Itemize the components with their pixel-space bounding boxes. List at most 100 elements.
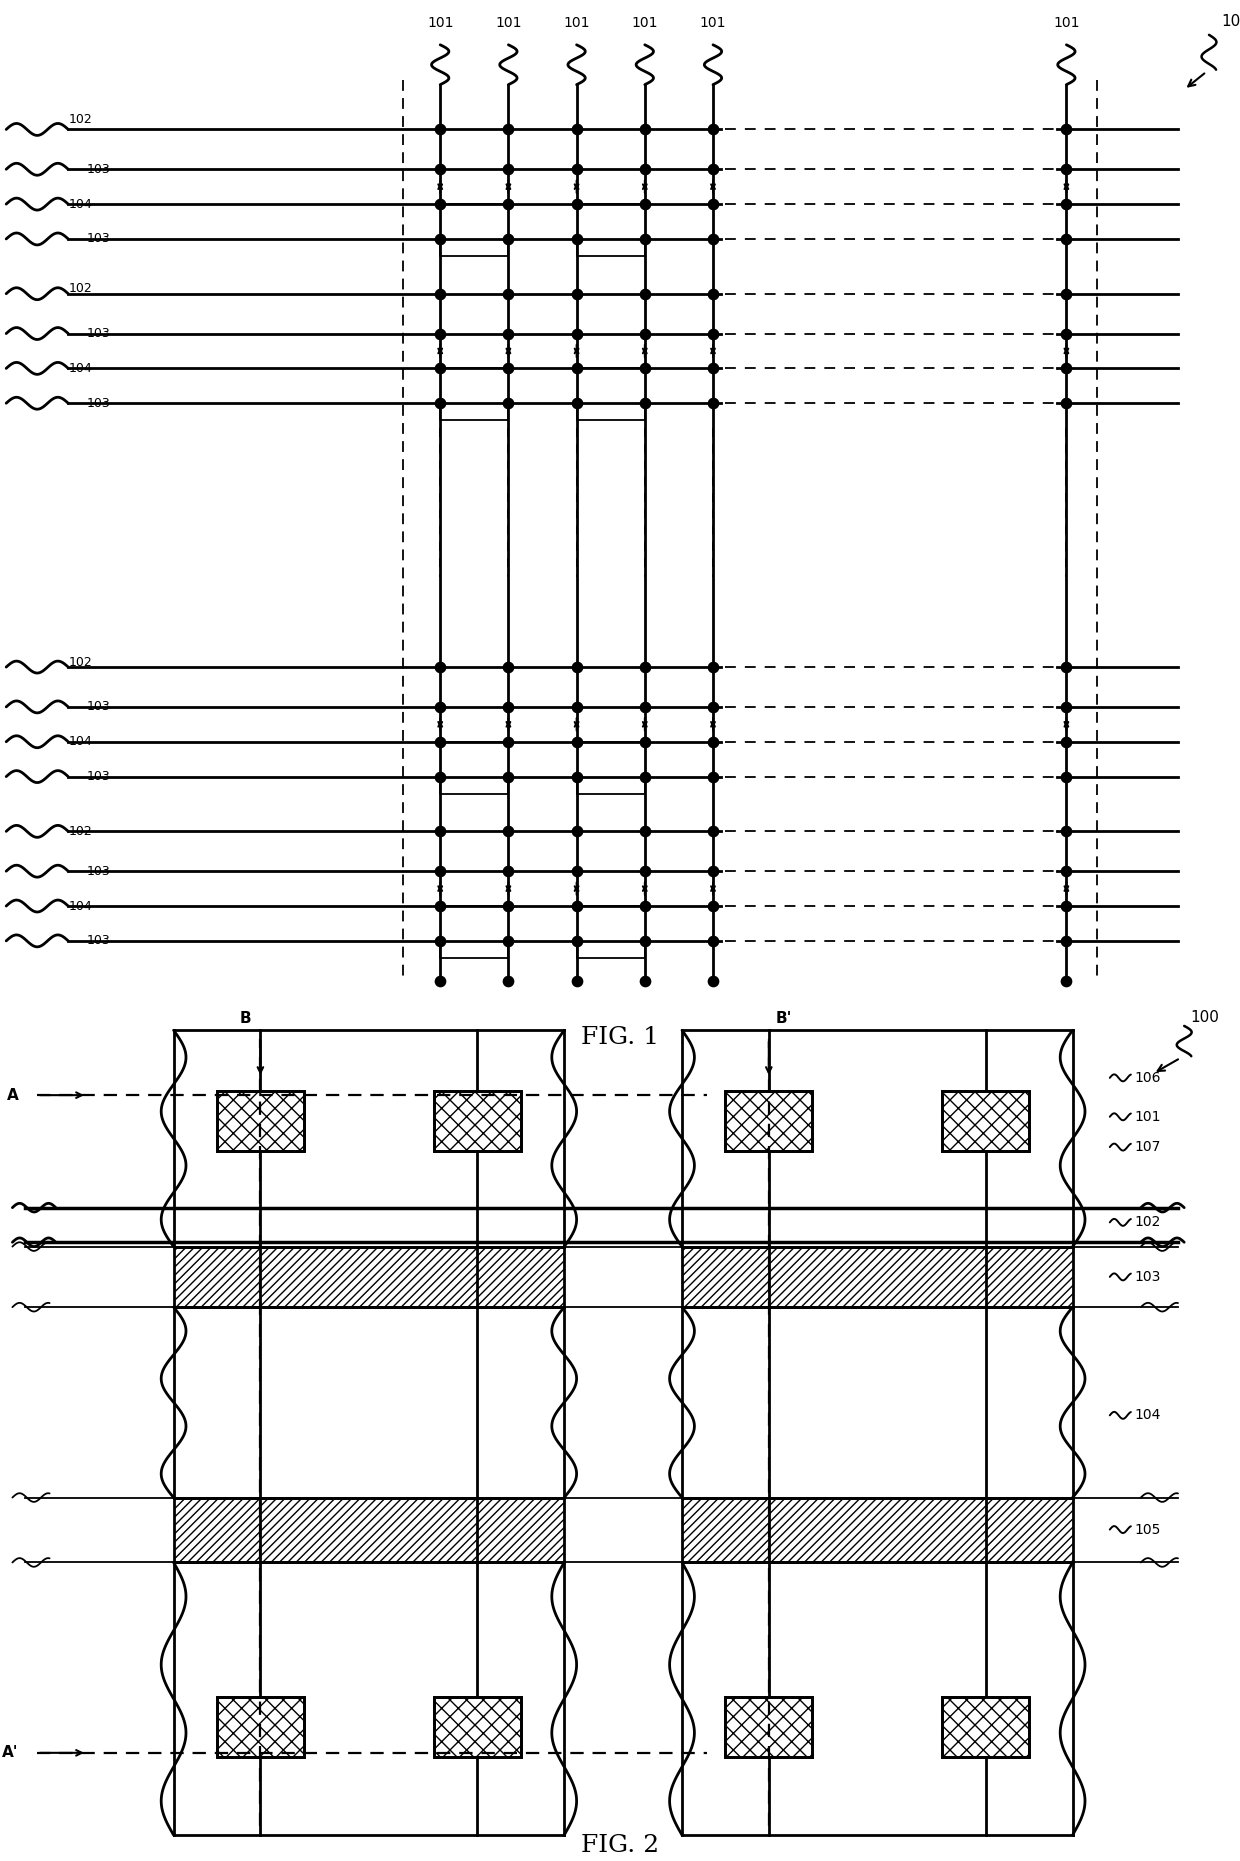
Bar <box>725 1091 812 1152</box>
Point <box>567 318 587 348</box>
Bar <box>682 1498 1073 1563</box>
Text: 106: 106 <box>1135 1070 1161 1085</box>
Point <box>1056 190 1076 220</box>
Point <box>567 728 587 757</box>
Text: 101: 101 <box>427 17 454 30</box>
Point <box>635 891 655 921</box>
Point <box>498 817 518 847</box>
Point <box>703 761 723 791</box>
Point <box>498 927 518 957</box>
Bar <box>942 1091 1029 1152</box>
Point <box>498 190 518 220</box>
Text: 103: 103 <box>87 233 110 246</box>
Bar <box>725 1091 812 1152</box>
Text: 101: 101 <box>631 17 658 30</box>
Point <box>703 856 723 886</box>
Point <box>498 891 518 921</box>
Text: 102: 102 <box>68 655 92 668</box>
Point <box>1056 115 1076 145</box>
Point <box>498 279 518 309</box>
Point <box>635 651 655 681</box>
Point <box>498 651 518 681</box>
Text: 102: 102 <box>1135 1215 1161 1230</box>
Point <box>430 761 450 791</box>
Point <box>567 190 587 220</box>
Point <box>1056 856 1076 886</box>
Bar <box>725 1697 812 1757</box>
Point <box>498 761 518 791</box>
Point <box>1056 279 1076 309</box>
Point <box>498 728 518 757</box>
Text: A': A' <box>2 1746 19 1761</box>
Point <box>1056 318 1076 348</box>
Text: 103: 103 <box>87 865 110 878</box>
Point <box>430 223 450 253</box>
Point <box>430 728 450 757</box>
Point <box>1056 761 1076 791</box>
Text: 103: 103 <box>87 396 110 409</box>
Text: B: B <box>239 1011 252 1025</box>
Point <box>703 692 723 722</box>
Bar <box>217 1697 304 1757</box>
Point <box>703 223 723 253</box>
Point <box>498 318 518 348</box>
Text: 103: 103 <box>87 700 110 713</box>
Point <box>567 692 587 722</box>
Point <box>567 389 587 419</box>
Point <box>567 651 587 681</box>
Point <box>430 966 450 996</box>
Text: 103: 103 <box>87 162 110 175</box>
Point <box>635 354 655 383</box>
Point <box>430 279 450 309</box>
Point <box>430 115 450 145</box>
Text: 100: 100 <box>1190 1011 1219 1025</box>
Text: 101: 101 <box>1135 1109 1161 1124</box>
Point <box>703 154 723 184</box>
Point <box>703 927 723 957</box>
Point <box>635 817 655 847</box>
Text: 101: 101 <box>495 17 522 30</box>
Bar <box>434 1091 521 1152</box>
Point <box>430 692 450 722</box>
Point <box>1056 389 1076 419</box>
Bar <box>682 1247 1073 1306</box>
Point <box>635 966 655 996</box>
Bar <box>942 1697 1029 1757</box>
Point <box>703 190 723 220</box>
Text: 104: 104 <box>68 361 92 374</box>
Point <box>567 891 587 921</box>
Text: 103: 103 <box>87 934 110 947</box>
Point <box>498 389 518 419</box>
Text: 101: 101 <box>1053 17 1080 30</box>
Point <box>498 856 518 886</box>
Point <box>703 389 723 419</box>
Text: A: A <box>7 1087 19 1104</box>
Point <box>635 318 655 348</box>
Point <box>635 761 655 791</box>
Point <box>430 190 450 220</box>
Point <box>703 279 723 309</box>
Bar <box>217 1091 304 1152</box>
Point <box>498 354 518 383</box>
Point <box>567 279 587 309</box>
Bar <box>217 1091 304 1152</box>
Point <box>1056 966 1076 996</box>
Bar <box>725 1697 812 1757</box>
Bar <box>942 1697 1029 1757</box>
Point <box>430 891 450 921</box>
Point <box>635 223 655 253</box>
Text: 100: 100 <box>1221 15 1240 30</box>
Point <box>567 927 587 957</box>
Bar <box>942 1091 1029 1152</box>
Point <box>498 115 518 145</box>
Point <box>430 354 450 383</box>
Point <box>567 154 587 184</box>
Text: 101: 101 <box>563 17 590 30</box>
Point <box>430 927 450 957</box>
Text: 104: 104 <box>68 899 92 912</box>
Point <box>567 856 587 886</box>
Point <box>635 190 655 220</box>
Text: 102: 102 <box>68 114 92 127</box>
Point <box>567 223 587 253</box>
Point <box>430 318 450 348</box>
